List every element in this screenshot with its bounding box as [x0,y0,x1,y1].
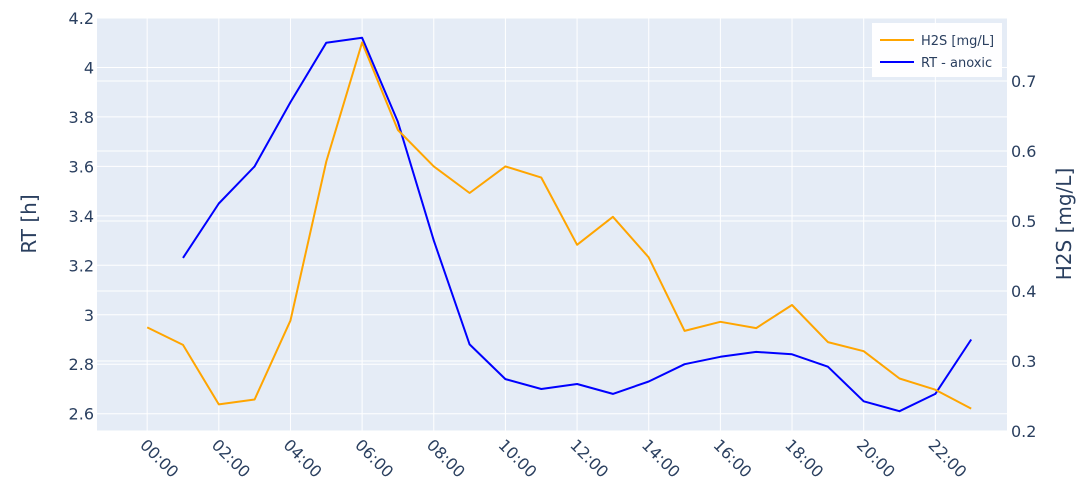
x-tick-label-3: 06:00 [351,435,397,481]
y-right-axis-title: H2S [mg/L] [1052,168,1076,280]
y-left-tick-label-2: 3 [84,306,94,325]
x-tick-label-1: 02:00 [208,435,254,481]
series-lines [146,36,973,413]
grid [97,17,1007,432]
x-tick-label-0: 00:00 [136,435,182,481]
y-left-tick-label-3: 3.2 [69,256,94,275]
y-left-axis-ticks: 2.6 2.8 3 3.2 3.4 3.6 3.8 4 4.2 [69,9,94,424]
legend: H2S [mg/L] RT - anoxic [872,23,1002,77]
y-right-tick-label-2: 0.4 [1011,282,1036,301]
y-left-tick-label-6: 3.8 [69,108,94,127]
y-left-tick-label-4: 3.4 [69,207,94,226]
y-right-tick-label-4: 0.6 [1011,142,1036,161]
x-tick-label-5: 10:00 [495,435,541,481]
y-left-axis-title: RT [h] [17,194,41,253]
x-tick-label-8: 16:00 [710,435,756,481]
x-axis-ticks: 00:00 02:00 04:00 06:00 08:00 10:00 12:00 14:00… [136,435,970,481]
y-left-tick-label-1: 2.8 [69,355,94,374]
legend-label-rt: RT - anoxic [921,56,992,71]
y-right-axis-ticks: 0.2 0.3 0.4 0.5 0.6 0.7 [1011,72,1036,441]
x-tick-label-6: 12:00 [566,435,612,481]
x-tick-label-7: 14:00 [638,435,684,481]
plot-background [97,18,1007,431]
y-left-tick-label-8: 4.2 [69,9,94,28]
x-tick-label-10: 20:00 [853,435,899,481]
x-tick-label-2: 04:00 [280,435,326,481]
y-left-tick-label-0: 2.6 [69,405,94,424]
y-right-tick-label-3: 0.5 [1011,212,1036,231]
series-line-rt-anoxic [182,36,973,413]
y-right-tick-label-5: 0.7 [1011,72,1036,91]
x-tick-label-4: 08:00 [423,435,469,481]
legend-label-h2s: H2S [mg/L] [921,34,994,49]
y-right-tick-label-0: 0.2 [1011,422,1036,441]
x-tick-label-9: 18:00 [781,435,827,481]
series-line-h2s [146,41,972,410]
y-right-tick-label-1: 0.3 [1011,352,1036,371]
y-left-tick-label-5: 3.6 [69,157,94,176]
x-tick-label-11: 22:00 [925,435,971,481]
y-left-tick-label-7: 4 [84,58,94,77]
legend-box [872,23,1002,77]
